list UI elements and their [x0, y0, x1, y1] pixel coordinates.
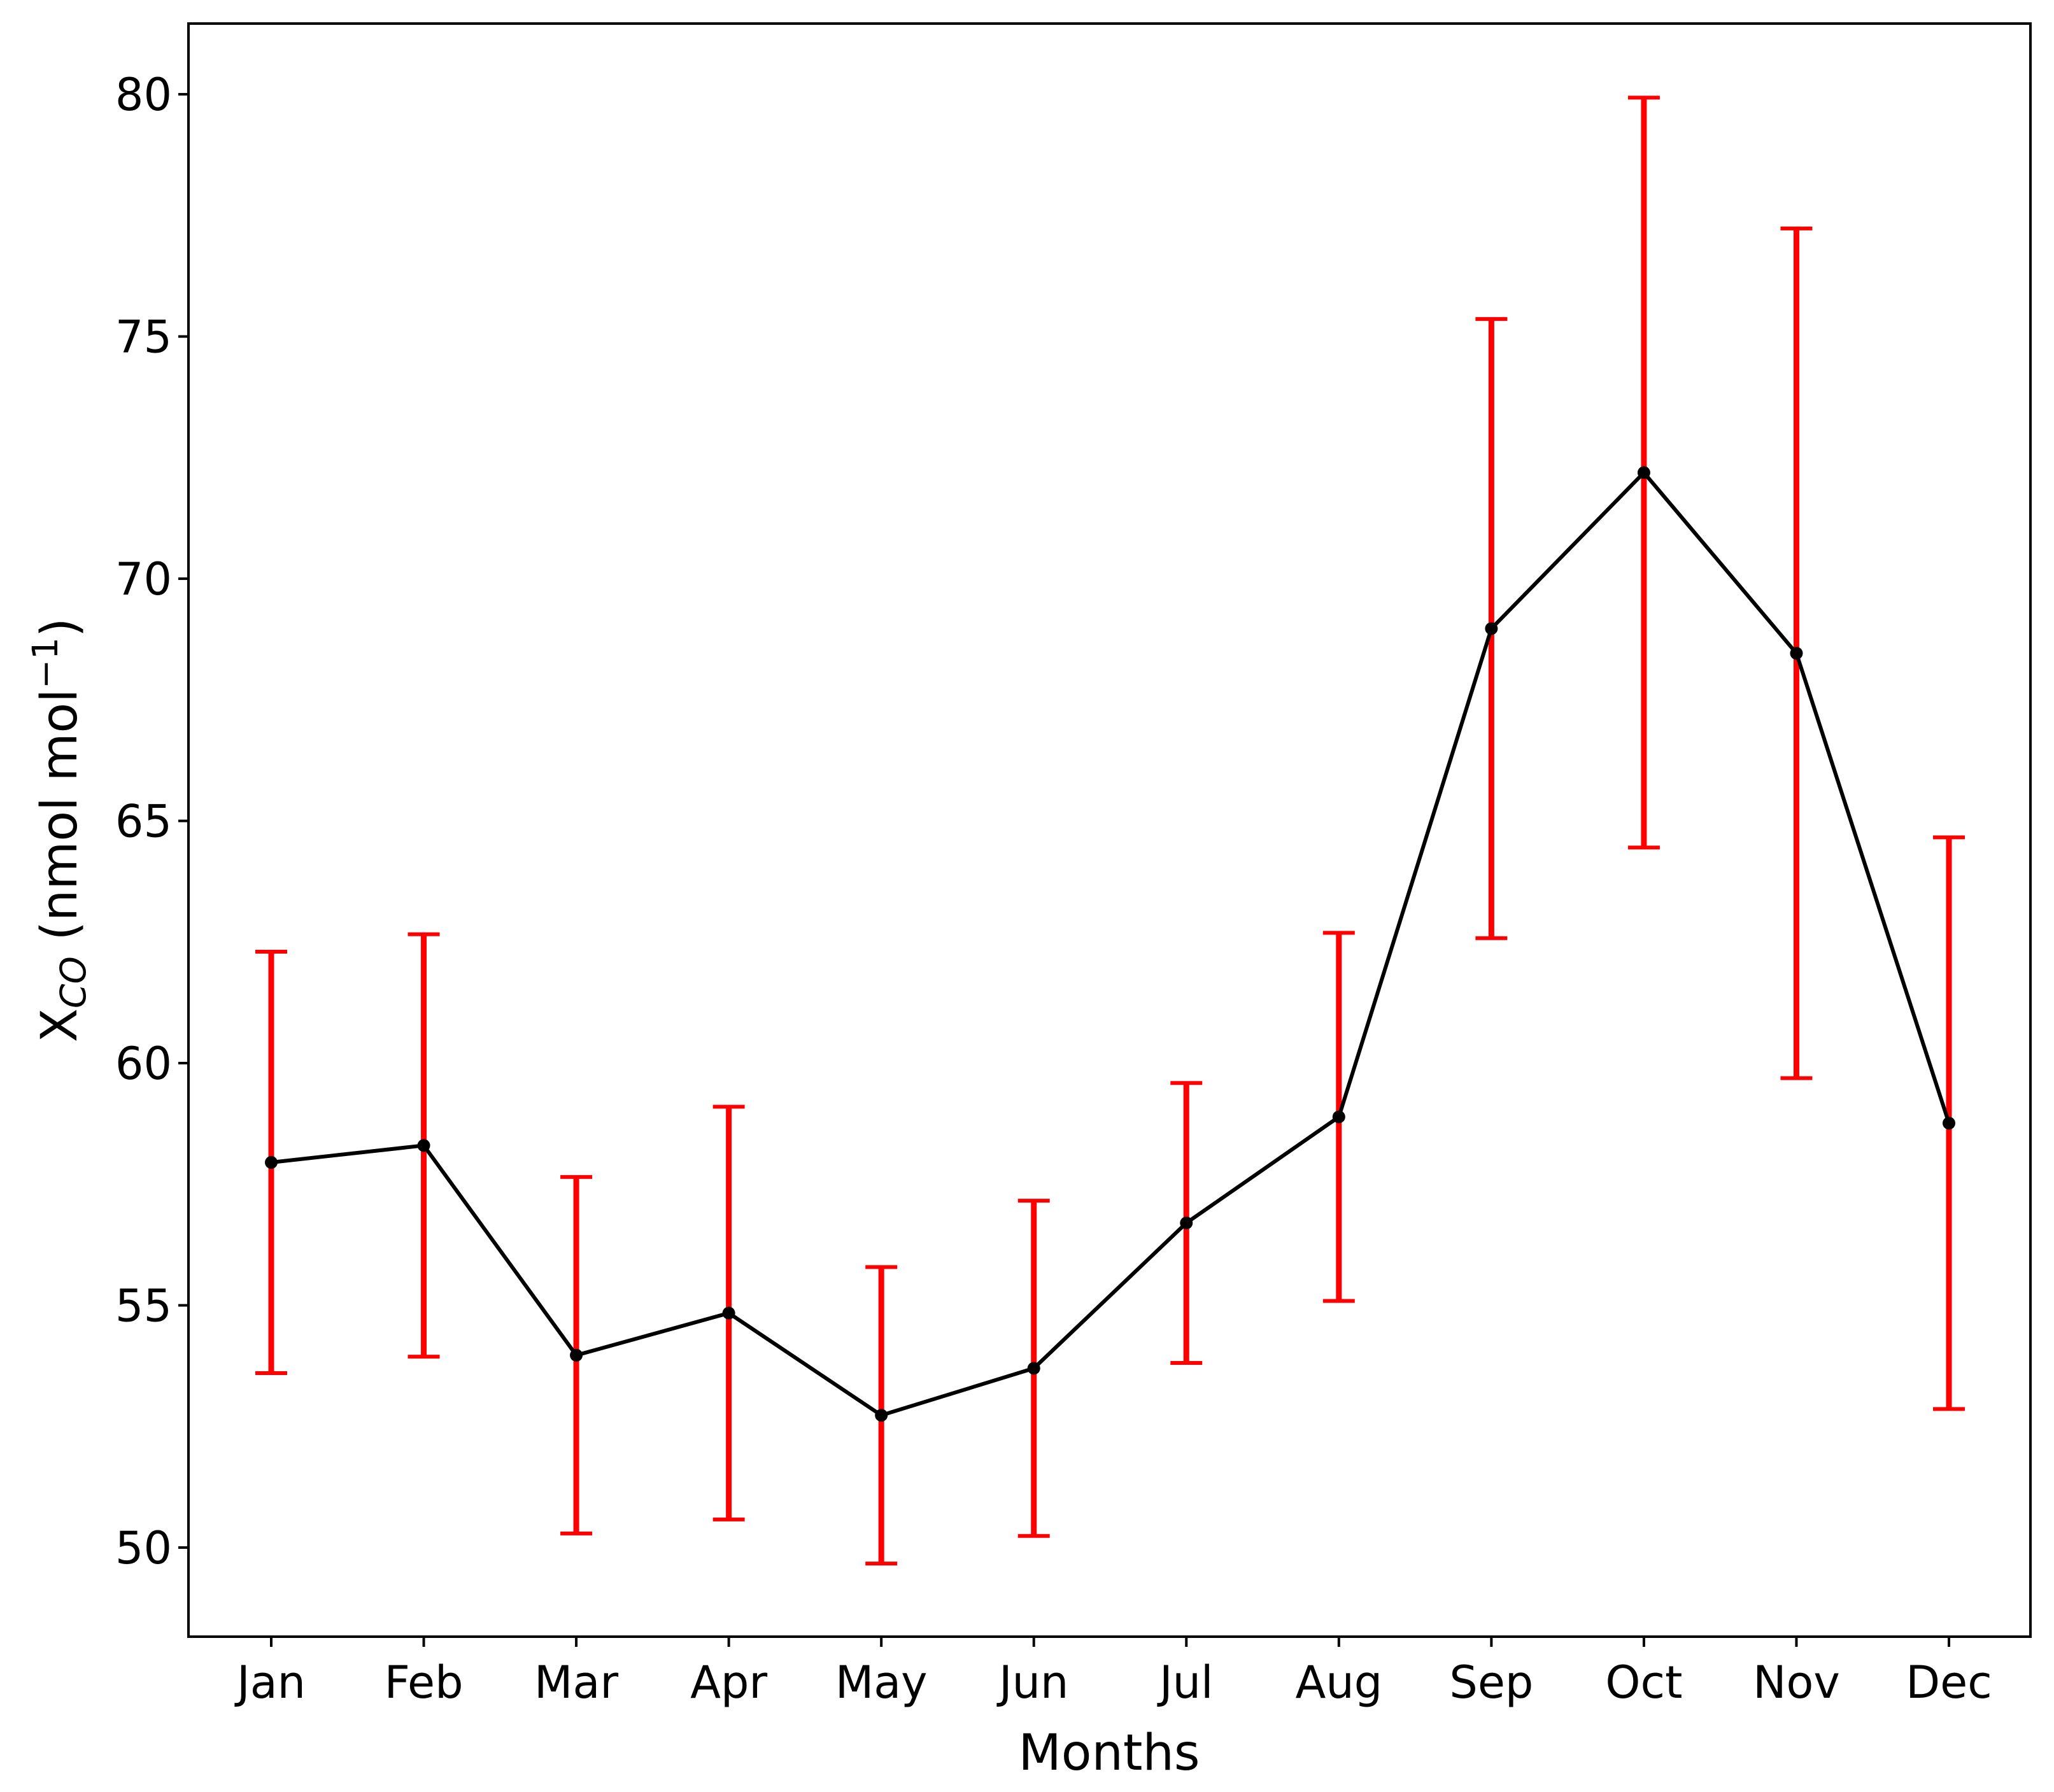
point: [1180, 1217, 1193, 1230]
y-tick-label: 50: [115, 1522, 172, 1574]
point: [1485, 622, 1498, 635]
x-tick-label: Mar: [534, 1656, 618, 1709]
x-tick-label: Apr: [690, 1656, 767, 1709]
y-tick-label: 55: [115, 1280, 172, 1332]
x-tick-label: Dec: [1906, 1656, 1992, 1709]
y-axis-label: XCO (nmol mol−1): [25, 618, 94, 1043]
x-tick-label: Nov: [1753, 1656, 1840, 1709]
x-tick-label: Aug: [1295, 1656, 1382, 1709]
point: [1332, 1110, 1345, 1124]
x-tick-label: Oct: [1605, 1656, 1682, 1709]
x-axis-label: Months: [1018, 1725, 1200, 1782]
point: [722, 1306, 735, 1320]
point: [875, 1409, 888, 1422]
plot-frame: [187, 22, 2032, 1638]
x-tick-label: Jan: [234, 1656, 306, 1709]
point: [1637, 466, 1650, 479]
point: [1027, 1362, 1040, 1375]
y-label-end: ): [31, 618, 89, 637]
point: [265, 1156, 278, 1169]
y-label-unit: (nmol mol: [31, 689, 89, 956]
y-label-sup: −1: [25, 637, 66, 689]
point: [1790, 647, 1803, 660]
x-tick-label: Jun: [996, 1656, 1068, 1709]
point: [1943, 1117, 1955, 1130]
y-tick-label: 75: [115, 311, 172, 363]
line: [271, 469, 1951, 1418]
y-tick-label: 80: [115, 69, 172, 121]
y-tick-label: 70: [115, 553, 172, 605]
y-tick-label: 60: [115, 1038, 172, 1090]
y-label-base: X: [31, 1008, 89, 1042]
y-label-sub: CO: [53, 956, 94, 1008]
point: [570, 1348, 583, 1362]
x-tick-label: May: [835, 1656, 928, 1709]
y-tick-label: 65: [115, 796, 172, 848]
x-tick-label: Sep: [1449, 1656, 1533, 1709]
point: [417, 1139, 430, 1152]
x-tick-label: Jul: [1157, 1656, 1213, 1709]
x-tick-label: Feb: [385, 1656, 464, 1709]
